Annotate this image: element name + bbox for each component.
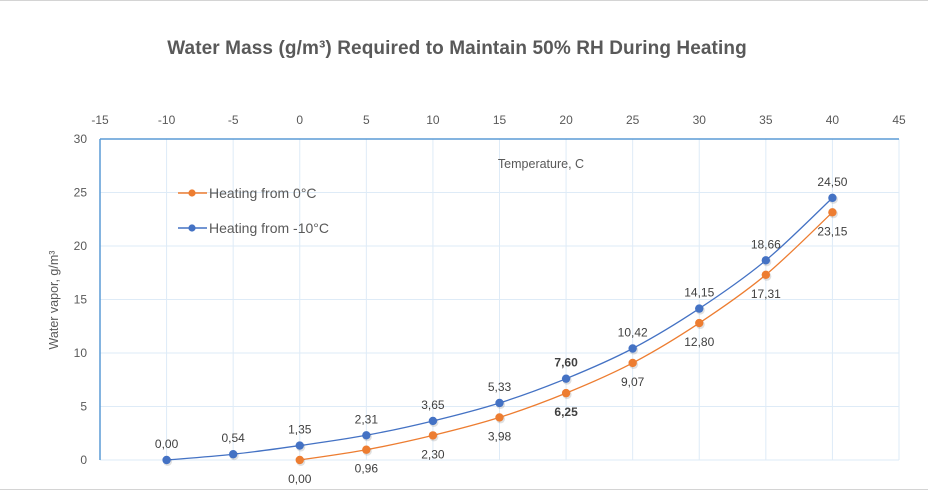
- y-tick-labels: 0 5 10 15 20 25 30: [74, 132, 88, 467]
- data-label: 12,80: [684, 335, 714, 349]
- x-tick-label: 0: [296, 113, 303, 127]
- data-label: 9,07: [621, 375, 645, 389]
- data-point: [228, 450, 238, 459]
- data-point: [828, 193, 837, 203]
- legend-marker: [188, 189, 196, 197]
- x-tick-label: 10: [426, 113, 440, 127]
- data-point: [695, 304, 704, 313]
- y-tick-label: 5: [80, 400, 87, 414]
- y-tick-label: 25: [74, 186, 88, 200]
- data-point: [362, 431, 371, 440]
- data-label: 5,33: [488, 380, 512, 394]
- x-tick-label: -15: [91, 113, 109, 127]
- y-axis-title: Water vapor, g/m³: [47, 251, 61, 350]
- y-tick-label: 0: [80, 453, 87, 467]
- y-tick-label: 10: [74, 346, 88, 360]
- data-label: 17,31: [751, 287, 781, 301]
- data-point: [495, 398, 504, 408]
- data-point: [695, 318, 704, 328]
- axes: [99, 138, 899, 460]
- data-point: [561, 374, 571, 383]
- data-point: [828, 208, 837, 217]
- top-border: [0, 0, 928, 1]
- x-tick-label: 40: [826, 113, 840, 127]
- x-tick-label: -5: [228, 113, 239, 127]
- data-point: [362, 445, 371, 454]
- data-label: 23,15: [817, 224, 847, 238]
- data-label: 0,54: [221, 431, 245, 445]
- data-point: [761, 270, 771, 279]
- chart-title: Water Mass (g/m³) Required to Maintain 5…: [167, 38, 747, 59]
- bottom-border: [0, 489, 928, 490]
- data-point: [295, 455, 304, 465]
- data-label: 3,65: [421, 398, 445, 412]
- data-label: 10,42: [618, 326, 648, 340]
- x-tick-label: 20: [559, 113, 573, 127]
- y-tick-label: 20: [74, 239, 88, 253]
- x-tick-label: -10: [158, 113, 176, 127]
- series-group: 0,00 0,96 2,30 3,98 6,25 9,07 12,80 17,31 23,15 0…: [155, 175, 848, 486]
- data-label: 7,60: [554, 356, 578, 370]
- x-tick-label: 5: [363, 113, 370, 127]
- legend-label: Heating from -10°C: [209, 220, 329, 236]
- data-point: [295, 441, 304, 450]
- data-label: 6,25: [554, 405, 578, 419]
- data-label: 0,00: [155, 437, 179, 451]
- data-point: [761, 256, 771, 265]
- data-label: 2,31: [355, 412, 379, 426]
- x-tick-labels: -15 -10 -5 0 5 10 15 20 25 30 35 40 45: [91, 113, 906, 127]
- x-tick-label: 35: [759, 113, 773, 127]
- data-point: [162, 455, 171, 465]
- x-axis-title: Temperature, C: [498, 157, 584, 171]
- x-tick-label: 45: [892, 113, 906, 127]
- data-label: 18,66: [751, 237, 781, 251]
- legend: Heating from 0°C Heating from -10°C: [178, 185, 329, 236]
- data-point: [495, 413, 504, 422]
- data-point: [628, 344, 637, 353]
- data-label: 14,15: [684, 286, 714, 300]
- data-label: 3,98: [488, 429, 512, 443]
- data-label: 0,96: [355, 462, 379, 476]
- data-label: 2,30: [421, 447, 445, 461]
- y-tick-label: 30: [74, 132, 88, 146]
- data-point: [561, 388, 571, 398]
- data-label: 24,50: [817, 175, 847, 189]
- data-point: [428, 431, 438, 440]
- data-point: [628, 358, 637, 368]
- y-tick-label: 15: [74, 293, 88, 307]
- x-tick-label: 15: [493, 113, 507, 127]
- legend-label: Heating from 0°C: [209, 185, 317, 201]
- legend-marker: [188, 224, 196, 232]
- data-point: [428, 416, 438, 426]
- data-label: 0,00: [288, 472, 312, 486]
- x-tick-label: 30: [693, 113, 707, 127]
- data-label: 1,35: [288, 423, 312, 437]
- x-tick-label: 25: [626, 113, 640, 127]
